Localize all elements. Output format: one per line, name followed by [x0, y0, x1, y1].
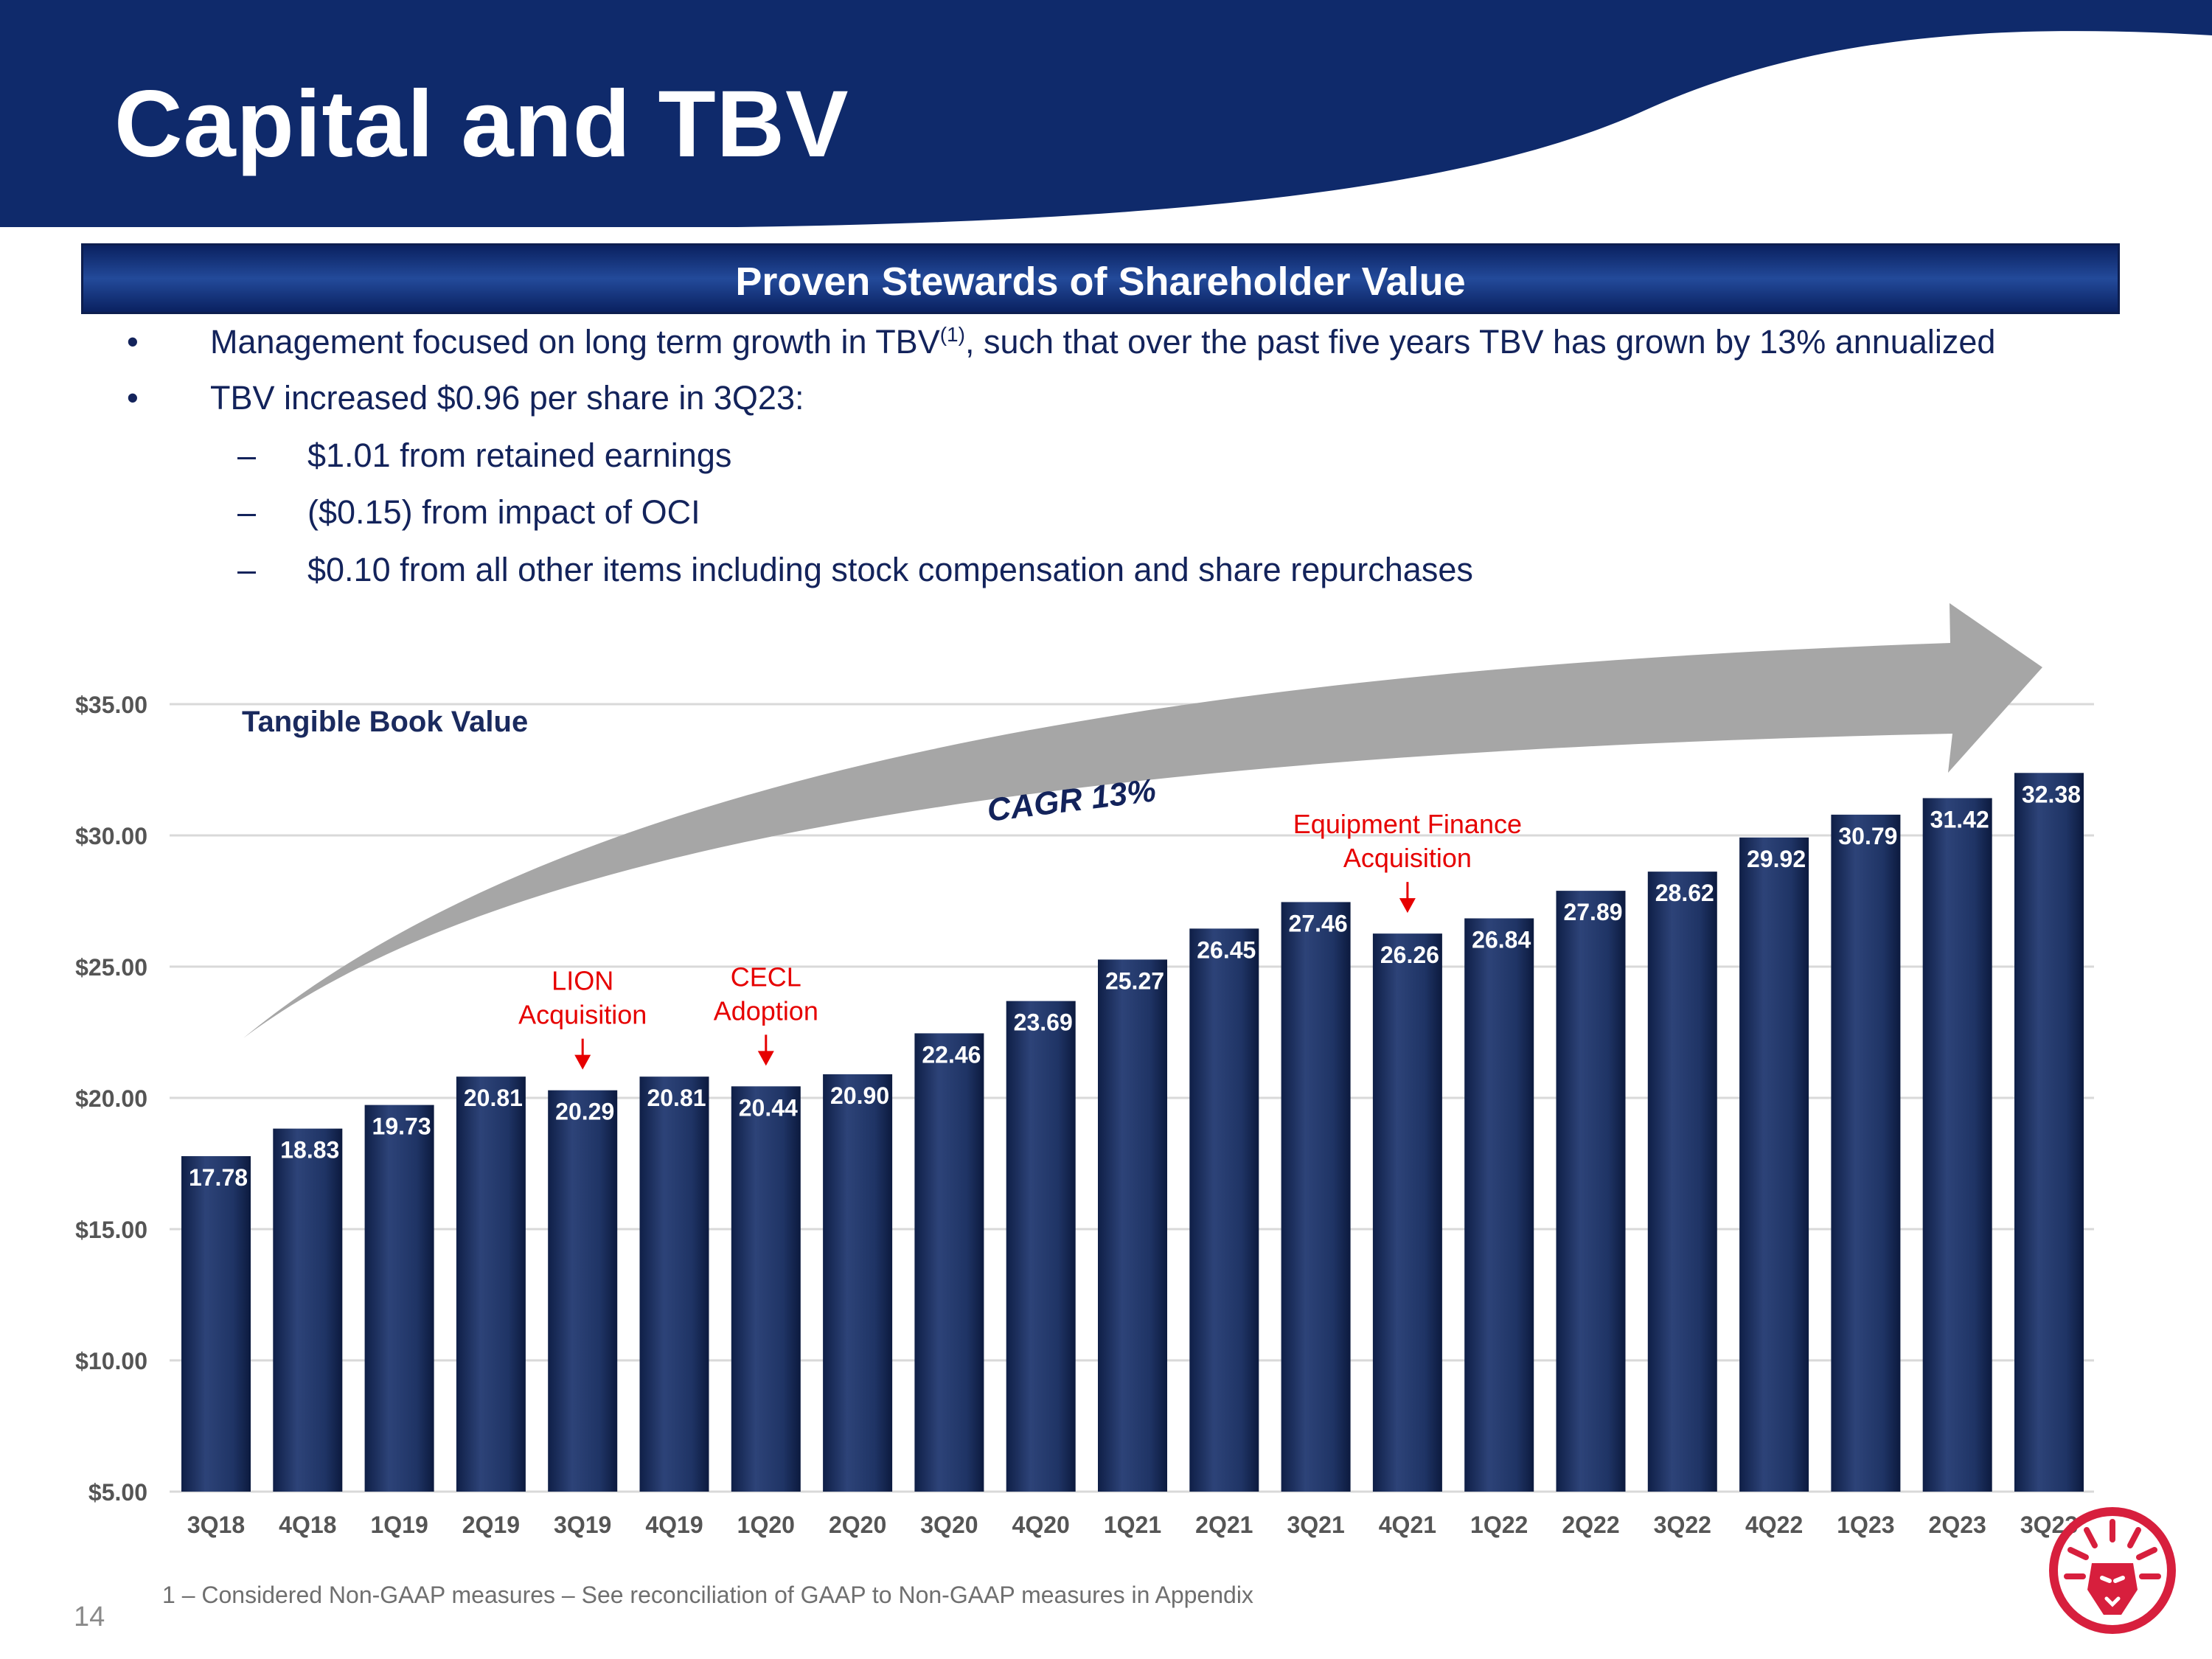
x-tick-label: 3Q22 [1654, 1512, 1711, 1538]
bar [1281, 902, 1351, 1492]
annotation-label: LION [552, 966, 613, 996]
y-tick-label: $30.00 [75, 823, 147, 849]
bar-value-label: 20.90 [830, 1082, 889, 1109]
sub-bullet-item: $0.10 from all other items including sto… [307, 551, 1473, 588]
y-tick-label: $5.00 [88, 1479, 147, 1506]
bar-value-label: 26.84 [1472, 926, 1531, 953]
bar-value-label: 17.78 [189, 1164, 248, 1191]
bar [364, 1105, 434, 1492]
x-tick-label: 1Q19 [370, 1512, 428, 1538]
x-tick-label: 4Q22 [1745, 1512, 1803, 1538]
y-tick-label: $15.00 [75, 1217, 147, 1243]
bar [731, 1086, 801, 1492]
x-tick-label: 2Q20 [829, 1512, 886, 1538]
annotation-arrowhead [574, 1054, 591, 1070]
y-tick-label: $20.00 [75, 1085, 147, 1112]
bar [273, 1128, 343, 1492]
bar [181, 1156, 251, 1492]
bar-value-label: 32.38 [2022, 781, 2081, 807]
x-tick-label: 2Q23 [1929, 1512, 1986, 1538]
bullet-item: Management focused on long term growth i… [210, 323, 1996, 361]
bullet-item: TBV increased $0.96 per share in 3Q23: [210, 379, 804, 417]
bar-value-label: 20.29 [555, 1099, 614, 1125]
bar-value-label: 28.62 [1655, 880, 1714, 906]
bar [1006, 1001, 1076, 1492]
annotation-arrowhead [1399, 898, 1416, 914]
banner-title: Proven Stewards of Shareholder Value [735, 260, 1466, 304]
x-tick-label: 2Q21 [1195, 1512, 1253, 1538]
annotation-label: Equipment Finance [1293, 809, 1522, 839]
bar [1556, 891, 1626, 1492]
x-tick-label: 4Q18 [279, 1512, 336, 1538]
bar [1739, 837, 1809, 1492]
x-tick-label: 3Q19 [554, 1512, 611, 1538]
bar-value-label: 26.26 [1380, 942, 1439, 968]
sub-bullet-item: $1.01 from retained earnings [307, 437, 732, 474]
annotation-label: CECL [731, 961, 801, 992]
bar-value-label: 18.83 [280, 1137, 339, 1164]
bar-value-label: 30.79 [1838, 823, 1897, 849]
bar-value-label: 23.69 [1014, 1009, 1073, 1036]
bar-value-label: 20.44 [739, 1094, 798, 1121]
cagr-trend-arrow [243, 603, 2042, 1038]
sub-bullet-marker: – [237, 551, 257, 588]
bar [1189, 928, 1259, 1492]
annotation-arrowhead [757, 1051, 774, 1066]
page-title: Capital and TBV [114, 72, 849, 177]
bar [1372, 933, 1442, 1492]
x-tick-label: 4Q20 [1012, 1512, 1070, 1538]
y-tick-label: $35.00 [75, 692, 147, 718]
bar-value-label: 22.46 [922, 1041, 981, 1068]
section-banner: Proven Stewards of Shareholder Value [81, 243, 2120, 314]
bar [2014, 773, 2084, 1492]
x-tick-label: 3Q21 [1287, 1512, 1344, 1538]
bullet-marker: • [127, 323, 139, 361]
bar-value-label: 25.27 [1105, 967, 1164, 994]
annotation-label: Acquisition [518, 1000, 647, 1030]
bar [1922, 798, 1992, 1492]
x-tick-label: 4Q21 [1379, 1512, 1436, 1538]
bar [914, 1033, 984, 1492]
footnote: 1 – Considered Non-GAAP measures – See r… [162, 1582, 1253, 1608]
header-background [0, 0, 2212, 227]
bar-value-label: 26.45 [1197, 936, 1256, 963]
chart-title: Tangible Book Value [242, 706, 528, 738]
bar-value-label: 27.89 [1563, 899, 1622, 925]
x-tick-label: 4Q19 [645, 1512, 703, 1538]
x-tick-label: 3Q18 [187, 1512, 245, 1538]
bar-value-label: 29.92 [1747, 846, 1806, 872]
bar [639, 1077, 709, 1492]
bar [823, 1074, 893, 1492]
annotation-label: Adoption [714, 995, 818, 1026]
x-tick-label: 1Q20 [737, 1512, 795, 1538]
bar-value-label: 20.81 [647, 1085, 706, 1111]
bullet-marker: • [127, 379, 139, 417]
bar [456, 1077, 526, 1492]
bar [1831, 814, 1901, 1492]
x-tick-label: 2Q22 [1562, 1512, 1619, 1538]
bar-value-label: 19.73 [372, 1113, 431, 1140]
bar [1098, 959, 1167, 1492]
x-tick-label: 3Q20 [920, 1512, 978, 1538]
annotation-label: Acquisition [1343, 843, 1472, 873]
y-tick-label: $10.00 [75, 1348, 147, 1374]
x-tick-label: 1Q22 [1470, 1512, 1528, 1538]
x-tick-label: 1Q23 [1837, 1512, 1894, 1538]
x-tick-label: 2Q19 [462, 1512, 520, 1538]
tbv-bar-chart: $5.00 $10.00 $15.00 $20.00 $25.00 $30.00 $35.0… [75, 603, 2094, 1538]
bar-value-label: 27.46 [1289, 910, 1348, 936]
page-number: 14 [74, 1601, 105, 1632]
bar [1647, 872, 1717, 1492]
bar [1464, 918, 1534, 1492]
sub-bullet-marker: – [237, 493, 257, 531]
sub-bullet-marker: – [237, 437, 257, 474]
x-tick-label: 1Q21 [1104, 1512, 1161, 1538]
sub-bullet-item: ($0.15) from impact of OCI [307, 493, 700, 531]
bar [548, 1090, 618, 1492]
y-tick-label: $25.00 [75, 954, 147, 981]
bar-value-label: 20.81 [464, 1085, 523, 1111]
bar-value-label: 31.42 [1930, 806, 1989, 832]
lion-logo-icon [2049, 1507, 2176, 1634]
